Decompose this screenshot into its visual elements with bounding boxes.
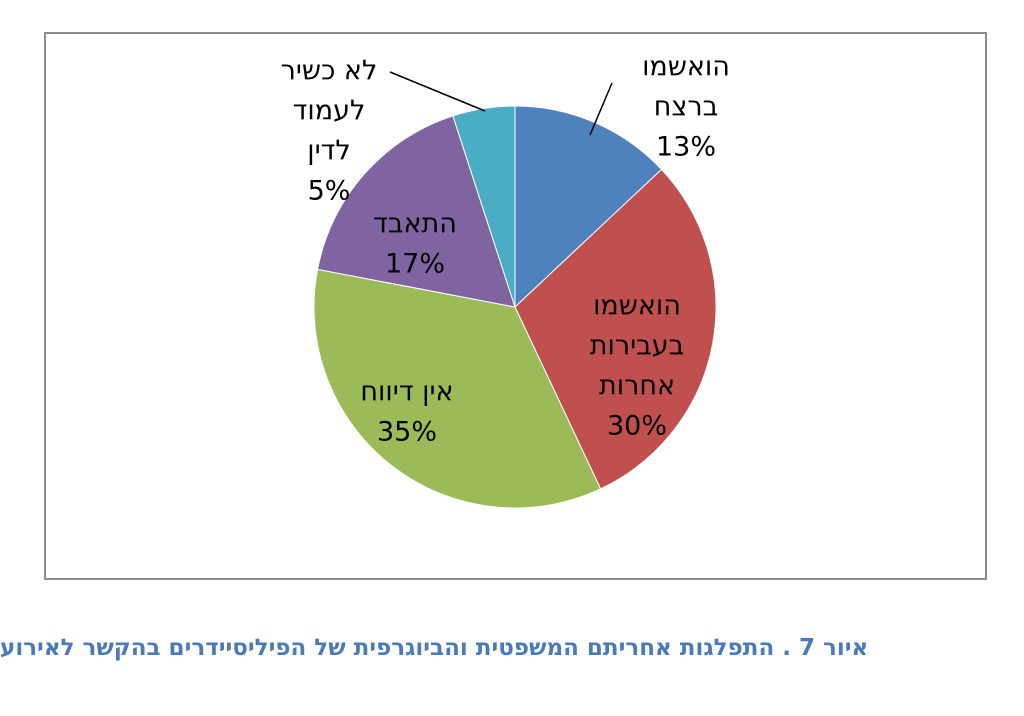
slice-percent-label: 5% [308,176,351,207]
pie-slice [514,168,717,490]
slice-category-label: הואשמו [642,52,730,83]
slice-category-label: אחרות [599,371,675,402]
slice-category-label: לדין [307,136,350,167]
slice-percent-label: 17% [385,249,445,280]
slice-category-label: התאבד [373,209,457,240]
pie-slice [313,268,602,509]
pie-slice [316,115,516,308]
slice-category-label: לעמוד [293,96,366,127]
caption-text: איור 7 . התפלגות אחריתם המשפטית והביוגרפ… [0,635,869,661]
pie-slice [452,105,516,308]
slice-percent-label: 35% [377,417,437,448]
figure-caption: איור 7 . התפלגות אחריתם המשפטית והביוגרפ… [0,628,1024,668]
slice-category-label: בעבירות [590,331,685,362]
slice-category-label: אין דיווח [360,377,453,408]
slice-category-label: לא כשיר [281,56,378,87]
slice-category-label: הואשמו [593,291,681,322]
label-leader-line [589,82,613,136]
slice-percent-label: 13% [656,132,716,163]
label-leader-line [389,71,486,112]
slice-category-label: ברצח [654,92,719,123]
slice-percent-label: 30% [607,411,667,442]
